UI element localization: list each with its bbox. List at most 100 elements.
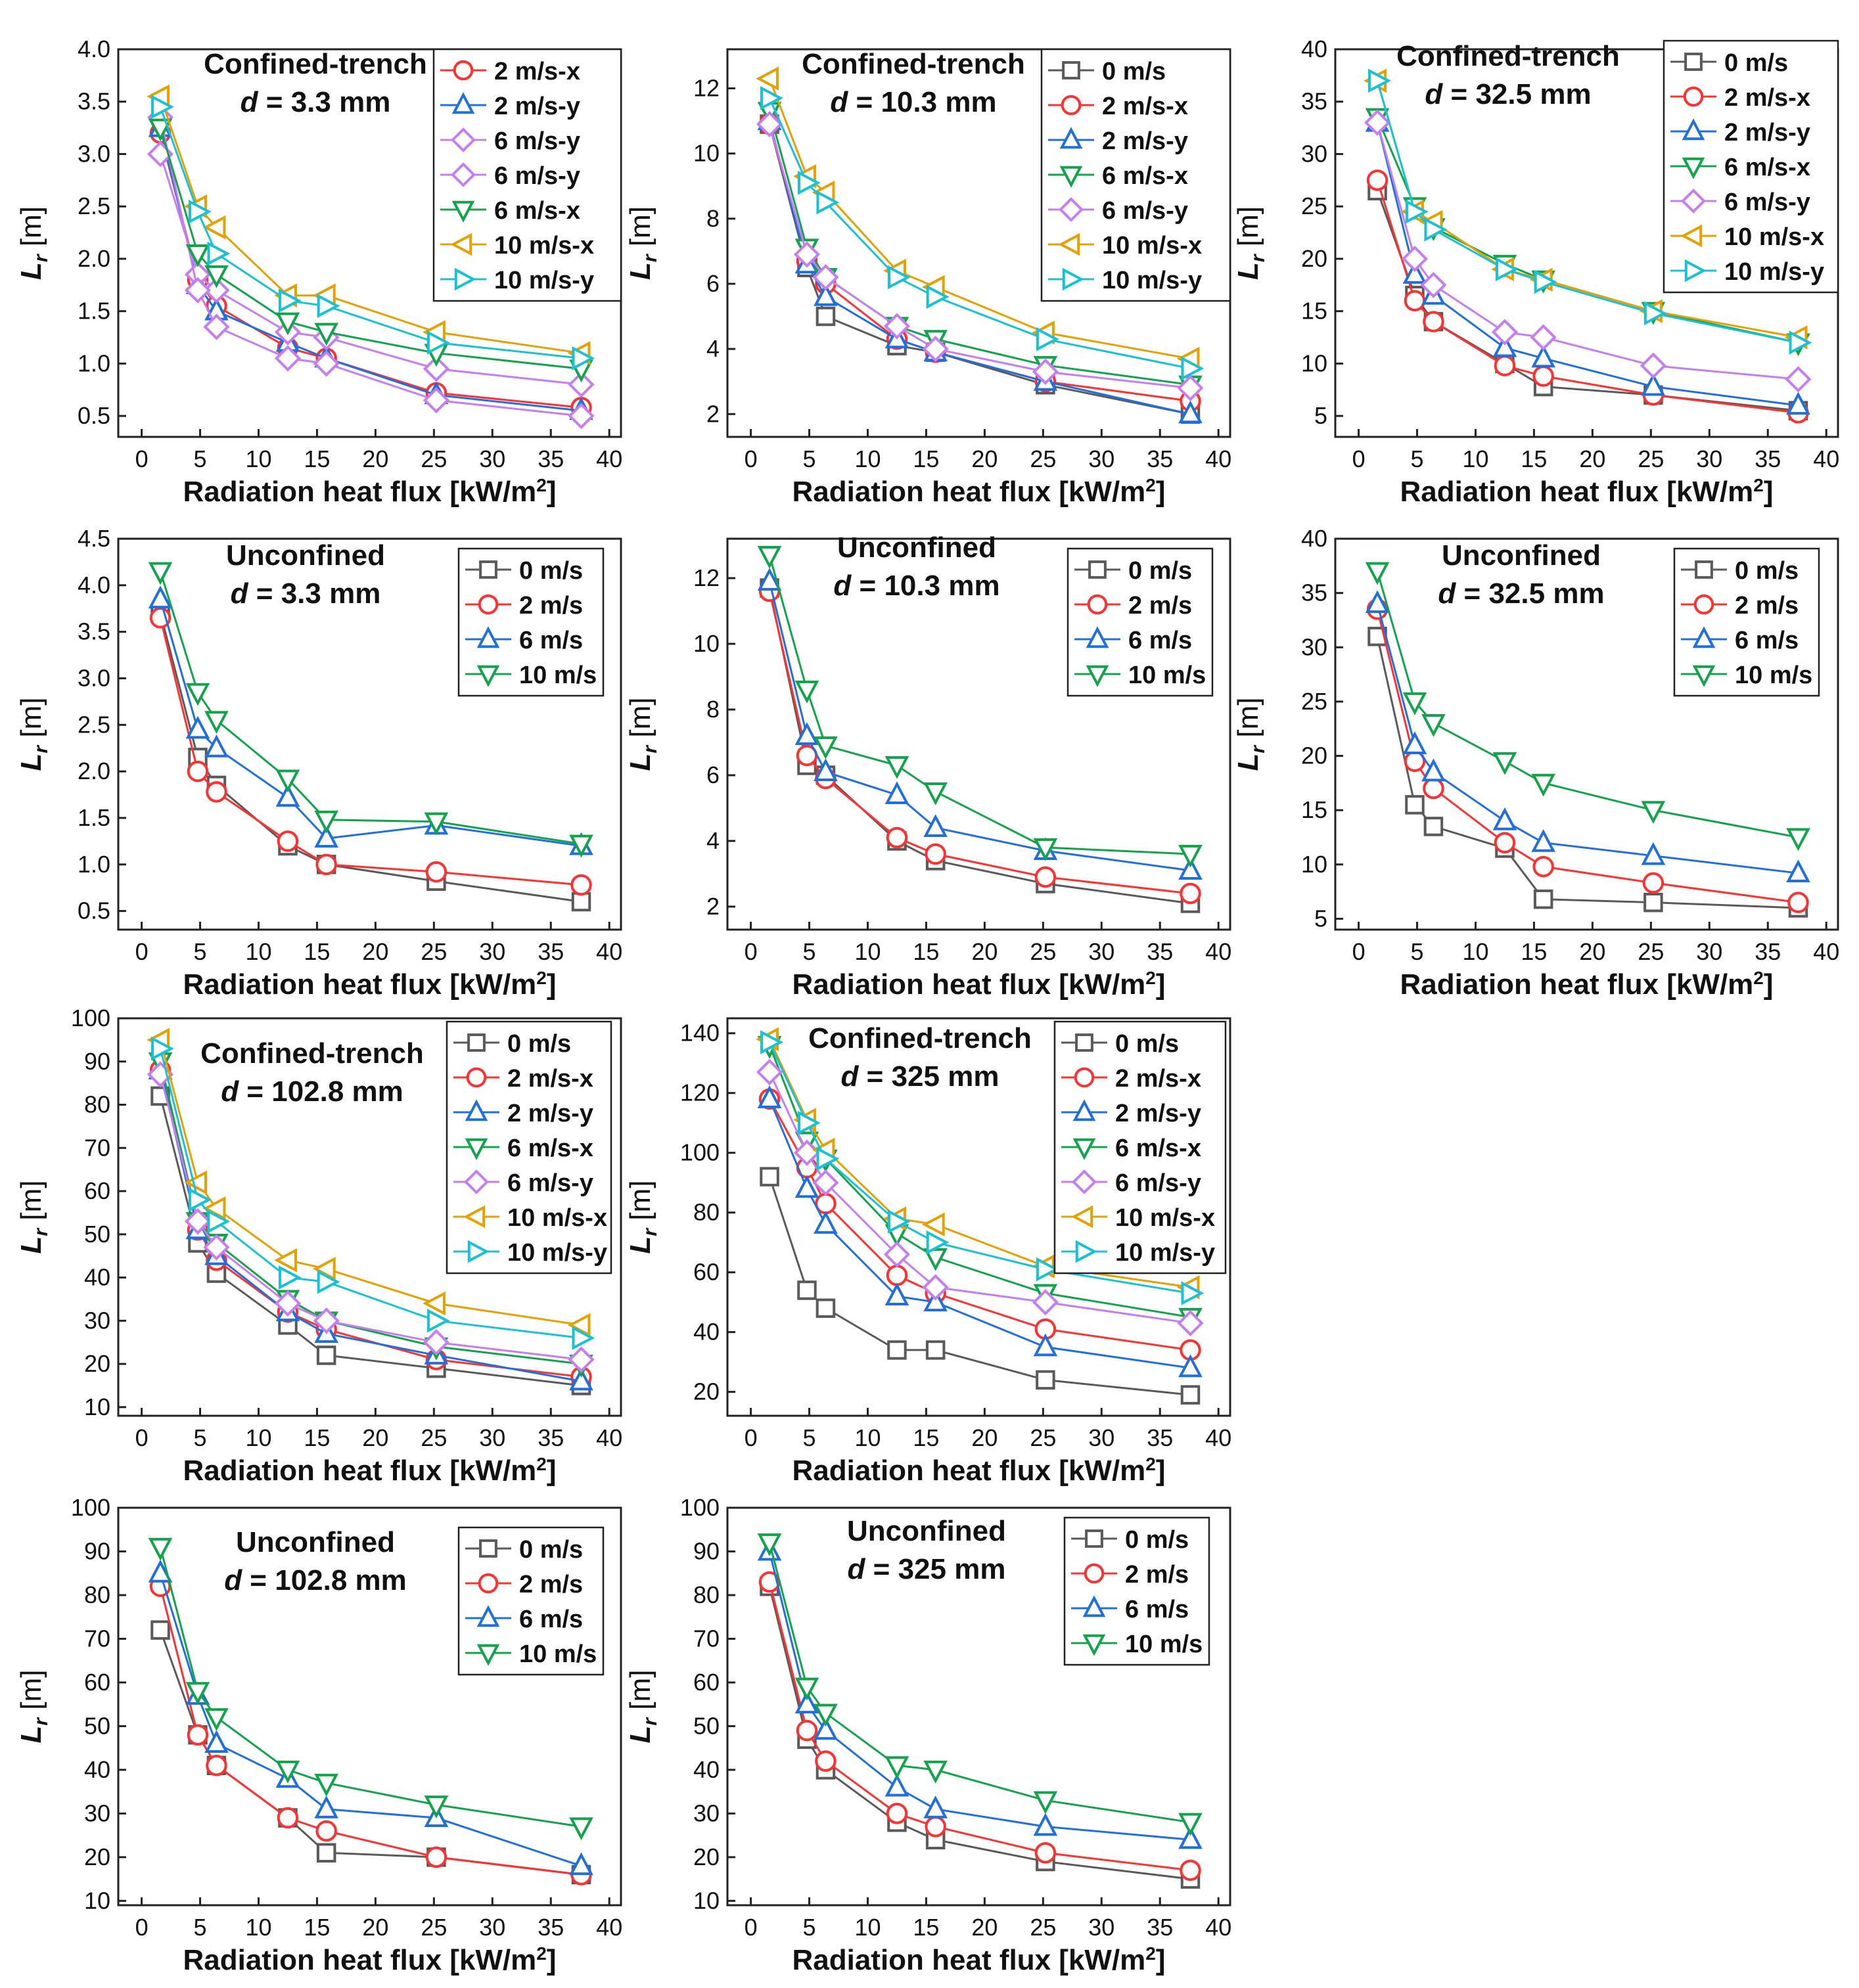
data-point xyxy=(757,1533,782,1556)
legend-marker xyxy=(1681,189,1706,214)
data-point xyxy=(314,323,338,346)
y-tick-label: 3.0 xyxy=(78,140,110,167)
x-tick-label: 5 xyxy=(803,1424,816,1451)
y-axis-label-sub: r xyxy=(30,1717,52,1726)
panel-title: Confined-trench xyxy=(204,48,427,80)
y-tick-label: 4.0 xyxy=(78,572,110,599)
data-point xyxy=(569,1817,593,1841)
y-tick-label: 30 xyxy=(84,1799,110,1826)
data-point xyxy=(1365,590,1390,614)
data-point xyxy=(1180,1385,1201,1405)
y-tick-label: 20 xyxy=(1301,245,1327,272)
x-tick-label: 10 xyxy=(854,1914,881,1941)
data-point xyxy=(923,782,948,805)
y-tick-label: 10 xyxy=(693,140,720,167)
legend-item: 6 m/s-y xyxy=(453,1169,593,1197)
data-point xyxy=(151,1036,174,1061)
y-axis-label-var: L xyxy=(15,1726,47,1744)
y-tick-label: 1.0 xyxy=(78,851,110,878)
legend-label: 10 m/s-x xyxy=(507,1204,607,1232)
x-tick-label: 0 xyxy=(1352,445,1366,472)
y-tick-label: 3.5 xyxy=(78,88,110,115)
x-tick-label: 15 xyxy=(1521,445,1547,472)
y-axis-label-sub: r xyxy=(639,253,661,262)
data-point xyxy=(203,313,230,340)
y-axis-label-var: L xyxy=(624,1236,656,1254)
data-point xyxy=(923,814,948,837)
legend-marker xyxy=(476,626,500,648)
chart-panel-6: 0 5 10 15 20 25 30 35 40510152025303540Radiation… xyxy=(1232,525,1839,1001)
x-axis-label-sup: 2 xyxy=(1145,1943,1156,1964)
legend-marker xyxy=(466,1067,487,1088)
data-point xyxy=(1786,392,1810,415)
data-point xyxy=(1033,1791,1058,1815)
data-point xyxy=(151,95,174,120)
data-point xyxy=(1421,758,1446,782)
data-point xyxy=(568,403,595,430)
x-axis-label: Radiation heat flux [kW/m2] xyxy=(792,968,1165,1001)
data-point xyxy=(1424,217,1448,242)
x-axis-label-end: ] xyxy=(547,476,557,508)
legend-item: 2 m/s-y xyxy=(1670,118,1810,147)
data-point xyxy=(1034,866,1057,888)
legend-label: 10 m/s-y xyxy=(494,267,594,294)
series-6-m-s-y xyxy=(147,1061,595,1373)
plot-frame xyxy=(726,1017,1231,1417)
x-tick-label: 15 xyxy=(304,445,330,472)
y-tick-label: 40 xyxy=(84,1756,110,1783)
panel-subtitle-value: = 325 mm xyxy=(858,1060,999,1093)
legend-marker xyxy=(479,1539,497,1558)
data-point xyxy=(886,1264,908,1286)
series-0-m-s xyxy=(760,1167,1201,1405)
y-tick-label: 80 xyxy=(693,1199,720,1226)
x-tick-label: 0 xyxy=(135,938,149,965)
panel-subtitle-value: = 3.3 mm xyxy=(258,86,391,118)
plot-frame xyxy=(726,1506,1231,1907)
legend-item: 10 m/s-x xyxy=(1048,232,1202,260)
data-point xyxy=(794,681,819,704)
legend-item: 0 m/s xyxy=(1681,557,1799,585)
data-point xyxy=(926,1230,950,1255)
legend-label: 2 m/s-y xyxy=(507,1100,593,1127)
data-point xyxy=(204,1708,229,1731)
data-point xyxy=(815,1750,837,1772)
panel-subtitle: d = 3.3 mm xyxy=(241,86,391,118)
x-tick-label: 25 xyxy=(1030,445,1056,472)
x-tick-label: 40 xyxy=(1205,1424,1231,1451)
y-tick-label: 1.0 xyxy=(78,350,110,376)
legend-label: 0 m/s xyxy=(1115,1030,1179,1058)
data-point xyxy=(1492,752,1517,775)
data-point xyxy=(568,371,595,398)
x-tick-label: 10 xyxy=(854,1424,881,1451)
legend-marker xyxy=(1692,626,1716,648)
data-point xyxy=(185,1682,210,1706)
y-tick-label: 0.5 xyxy=(78,897,110,924)
panel-subtitle: d = 10.3 mm xyxy=(833,570,999,602)
x-axis-label-text: Radiation heat flux [kW/m xyxy=(183,1944,536,1976)
x-tick-label: 0 xyxy=(745,445,758,472)
y-axis-label: Lr [m] xyxy=(624,1670,661,1744)
legend-marker xyxy=(451,92,475,114)
data-point xyxy=(1494,355,1516,376)
x-tick-label: 20 xyxy=(971,1914,998,1941)
legend-marker xyxy=(464,1169,489,1194)
data-point xyxy=(1532,365,1554,387)
data-point xyxy=(814,758,838,781)
legend-item: 2 m/s-x xyxy=(440,58,580,85)
legend-marker xyxy=(479,560,497,579)
y-tick-label: 2 xyxy=(706,400,720,427)
data-point xyxy=(1178,857,1203,880)
y-tick-label: 120 xyxy=(680,1079,720,1106)
y-tick-label: 40 xyxy=(1301,35,1327,62)
legend-marker xyxy=(1082,1595,1106,1617)
y-axis-label-sub: r xyxy=(639,1717,661,1726)
y-axis-label-sub: r xyxy=(30,253,52,262)
data-point xyxy=(925,1340,946,1360)
data-point xyxy=(148,562,173,585)
x-tick-label: 35 xyxy=(538,1424,564,1451)
y-axis-label: Lr [m] xyxy=(15,1181,52,1254)
x-tick-label: 5 xyxy=(194,445,207,472)
data-point xyxy=(883,313,911,340)
plot-frame xyxy=(726,537,1231,931)
data-point xyxy=(1368,68,1391,93)
